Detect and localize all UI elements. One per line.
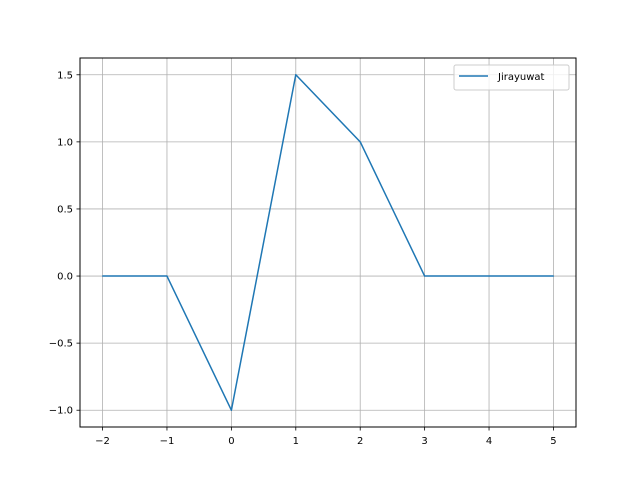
series-line: [102, 74, 554, 411]
y-axis: −1.0 −0.5 0.0 0.5 1.0 1.5: [49, 70, 80, 417]
y-tick-label: −1.0: [49, 406, 73, 417]
x-tick-label: 2: [357, 436, 363, 447]
data-point: [166, 275, 168, 277]
data-point: [552, 275, 555, 277]
x-tick-label: 3: [421, 436, 427, 447]
legend: Jirayuwat: [453, 64, 570, 91]
y-tick-label: 0.5: [57, 204, 73, 215]
data-point: [230, 409, 232, 411]
x-tick-label: 4: [486, 436, 492, 447]
x-axis: −2 −1 0 1 2 3 4 5: [95, 427, 557, 447]
x-tick-label: 0: [228, 436, 234, 447]
data-point: [424, 275, 426, 277]
data-point: [488, 275, 490, 277]
y-tick-label: 1.5: [57, 70, 73, 81]
y-tick-label: 0.0: [57, 272, 73, 283]
legend-label: Jirayuwat: [497, 72, 545, 83]
x-tick-label: 5: [550, 436, 556, 447]
x-tick-label: 1: [293, 436, 299, 447]
data-point: [295, 74, 297, 76]
plot-frame: [79, 57, 577, 428]
x-tick-label: −2: [95, 436, 110, 447]
x-tick-label: −1: [160, 436, 175, 447]
y-tick-label: −0.5: [49, 339, 73, 350]
data-point: [101, 275, 104, 277]
y-tick-label: 1.0: [57, 137, 73, 148]
series-layer: [101, 74, 555, 411]
data-point: [359, 141, 361, 143]
legend-box: [453, 64, 570, 91]
